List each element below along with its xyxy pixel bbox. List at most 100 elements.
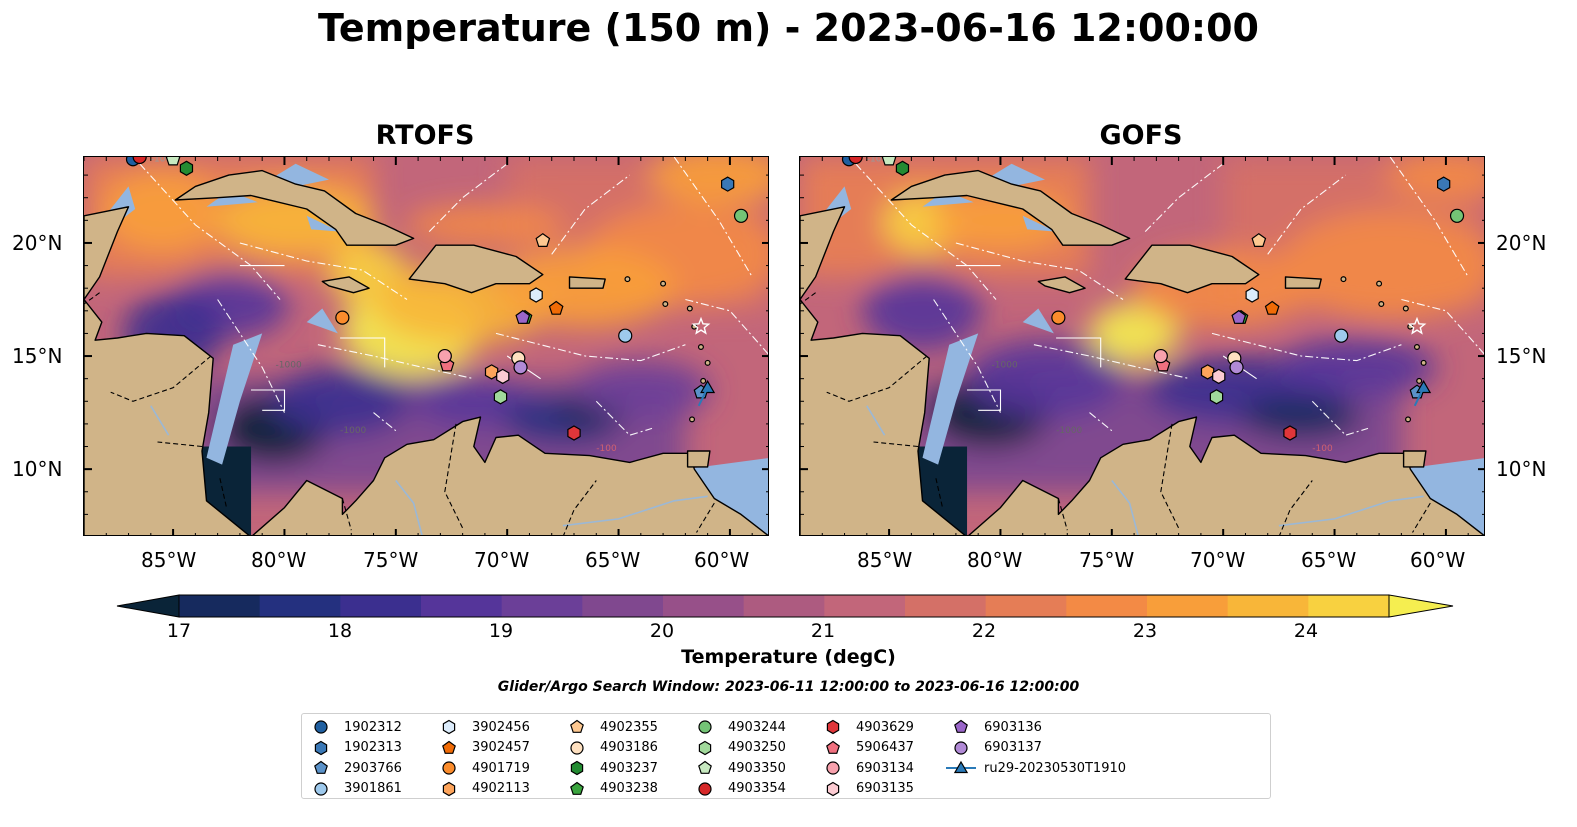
colorbar-segment xyxy=(1227,595,1309,617)
eez-boundary xyxy=(373,412,397,432)
legend-item-6903137: 6903137 xyxy=(944,738,1042,758)
panel-title-gofs: GOFS xyxy=(1099,120,1183,151)
country-border xyxy=(1057,498,1068,531)
colorbar-tick-label: 17 xyxy=(166,620,192,642)
float-marker-4902113 xyxy=(484,364,499,380)
shelf-water xyxy=(1022,308,1054,334)
lon-tick-label: 85°W xyxy=(857,548,913,572)
eez-boundary xyxy=(933,299,1001,413)
eez-boundary xyxy=(139,163,281,300)
eez-boundary xyxy=(855,163,997,300)
float-marker-3902457 xyxy=(548,300,564,315)
country-border xyxy=(444,423,464,529)
landmass xyxy=(686,450,711,468)
colorbar-extend-min xyxy=(116,594,180,618)
island xyxy=(1416,377,1423,384)
float-marker-6903137 xyxy=(1229,360,1244,375)
island xyxy=(704,359,711,366)
shelf-water xyxy=(922,190,974,207)
axis-ticks xyxy=(84,157,768,535)
lat-tick-label: 10°N xyxy=(1496,457,1547,481)
float-marker-6903136 xyxy=(1231,309,1247,324)
temperature-map-rtofs: -100 -1000 -1000 -100 xyxy=(84,157,768,535)
legend-label: 1902312 xyxy=(344,719,402,735)
island xyxy=(1376,280,1383,287)
colorbar-tick-label: 23 xyxy=(1132,620,1158,642)
island xyxy=(686,305,693,312)
colorbar-segment xyxy=(1066,595,1148,617)
legend-item-2903766: 2903766 xyxy=(304,758,402,778)
map-panel-gofs: -100 -1000 -1000 -100 xyxy=(799,156,1485,536)
eez-boundary xyxy=(551,174,631,255)
float-marker-3902456 xyxy=(529,287,543,303)
legend-label: 4902113 xyxy=(472,781,530,796)
country-border xyxy=(1279,480,1313,535)
eez-boundary xyxy=(1144,163,1224,232)
panel-title-rtofs: RTOFS xyxy=(375,120,475,151)
eez-boundary xyxy=(1401,298,1484,355)
figure-title: Temperature (150 m) - 2023-06-16 12:00:0… xyxy=(317,6,1259,50)
colorbar-segment xyxy=(259,595,341,617)
float-marker-4901719 xyxy=(335,310,350,325)
country-border xyxy=(110,355,212,402)
contour-label: -100 xyxy=(151,157,172,165)
contour-label: -100 xyxy=(596,444,617,454)
legend-marker-icon xyxy=(946,760,976,774)
float-legend: 1902312 1902313 2903766 3901861 3902456 39024… xyxy=(301,713,1271,799)
eez-boundary xyxy=(1267,174,1347,255)
shelf-water xyxy=(306,215,341,232)
legend-item-5906437: 5906437 xyxy=(816,738,914,758)
river xyxy=(150,405,170,436)
eez-boundary xyxy=(217,299,285,413)
eez-boundary xyxy=(1056,337,1102,368)
island xyxy=(697,344,704,351)
legend-marker-icon xyxy=(698,720,712,734)
float-marker-4903354 xyxy=(848,157,863,165)
eez-boundary xyxy=(317,344,474,380)
float-marker-3902457 xyxy=(1264,300,1280,315)
legend-marker-icon xyxy=(314,740,328,755)
float-marker-4903237 xyxy=(895,160,910,176)
colorbar-extend-max xyxy=(1388,594,1454,618)
colorbar-tick-label: 24 xyxy=(1293,620,1319,642)
country-border xyxy=(341,498,352,531)
float-marker-6903137 xyxy=(513,360,528,375)
lon-tick-label: 85°W xyxy=(141,548,197,572)
legend-marker-icon xyxy=(826,781,840,796)
legend-label: ru29-20230530T1910 xyxy=(984,760,1127,776)
landmass xyxy=(1402,450,1427,468)
colorbar-segment xyxy=(340,595,422,617)
island xyxy=(1420,359,1427,366)
country-border xyxy=(219,478,228,508)
landmass xyxy=(1284,276,1322,289)
legend-label: 4903354 xyxy=(728,781,786,796)
float-marker-4902113 xyxy=(1200,364,1215,380)
float-marker-4901719 xyxy=(1051,310,1066,325)
legend-item-4903354: 4903354 xyxy=(688,779,786,799)
legend-label: 4903350 xyxy=(728,760,786,776)
eez-boundary xyxy=(495,332,686,362)
legend-label: 4903244 xyxy=(728,719,786,735)
legend-label: 6903137 xyxy=(984,740,1042,755)
country-border xyxy=(800,292,816,305)
colorbar-tick-label: 19 xyxy=(488,620,514,642)
colorbar-segment xyxy=(501,595,583,617)
colorbar-segment xyxy=(1147,595,1229,617)
legend-item-ru29-20230530T1910: ru29-20230530T1910 xyxy=(944,758,1126,778)
legend-label: 4903629 xyxy=(856,719,914,735)
contour-label: -1000 xyxy=(276,360,302,370)
lon-tick-label: 60°W xyxy=(694,548,750,572)
float-marker-4903250 xyxy=(1209,389,1224,405)
country-border xyxy=(1160,423,1180,529)
eez-boundary xyxy=(967,389,1002,411)
landmass xyxy=(1037,276,1086,294)
river xyxy=(395,480,423,535)
shelf-water xyxy=(306,308,338,334)
legend-item-4902113: 4902113 xyxy=(432,779,530,799)
legend-marker-icon xyxy=(826,761,840,775)
legend-item-4903350: 4903350 xyxy=(688,758,786,778)
landmass xyxy=(800,206,1484,535)
legend-marker-icon xyxy=(570,719,584,733)
float-marker-1902313 xyxy=(1436,176,1451,192)
legend-marker-icon xyxy=(314,760,328,774)
